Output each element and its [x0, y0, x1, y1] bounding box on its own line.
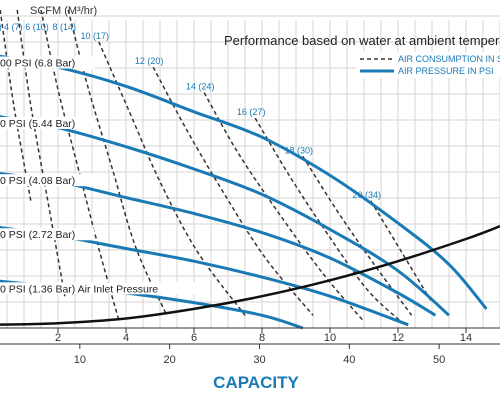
air-consumption-label: 16 (27)	[237, 107, 266, 117]
air-consumption-line	[16, 9, 66, 297]
npsh-layer	[0, 225, 500, 326]
x-tick-label: 10	[324, 332, 336, 344]
axis-layer: 2 4 6 8 10 12 14 10 20 30 40 50	[0, 327, 500, 366]
air-consumption-line	[203, 92, 365, 323]
pressure-curve	[0, 54, 488, 310]
x-tick-label: 2	[55, 332, 61, 344]
pressure-label-background	[0, 174, 95, 187]
pressure-curve	[0, 115, 450, 317]
air-consumption-label: 8 (14)	[52, 22, 76, 32]
air-consumption-label: 14 (24)	[186, 82, 215, 92]
x-tick-label: 6	[191, 332, 197, 344]
air-consumption-line	[370, 200, 433, 303]
pressure-curve-label: 00 PSI (6.8 Bar)	[0, 58, 75, 70]
x-tick-label: 12	[392, 332, 404, 344]
pressure-label-background	[0, 116, 95, 129]
x-secondary-tick-label: 30	[253, 354, 265, 366]
grid-layer	[0, 15, 500, 329]
x-axis-title: CAPACITY	[213, 373, 299, 392]
air-consumption-label: 18 (30)	[285, 145, 314, 155]
air-consumption-line	[152, 66, 314, 316]
secondary-axis-label: SCFM (M³/hr)	[30, 5, 97, 17]
air-consumption-label: (4)	[0, 22, 2, 32]
air-consumption-label: 20 (34)	[353, 190, 382, 200]
pressure-label-background	[0, 56, 95, 69]
x-secondary-tick-label: 20	[164, 354, 176, 366]
legend: AIR CONSUMPTION IN SC AIR PRESSURE IN PS…	[356, 52, 500, 78]
air-consumption-line	[254, 117, 406, 326]
pressure-curve-label: 0 PSI (4.08 Bar)	[0, 175, 75, 187]
air-consumption-line	[98, 41, 246, 316]
legend-psi-label: AIR PRESSURE IN PSI	[398, 66, 494, 76]
pressure-curve-label: 0 PSI (5.44 Bar)	[0, 118, 75, 130]
legend-air-label: AIR CONSUMPTION IN SC	[398, 54, 500, 64]
pressure-label-background	[0, 228, 95, 241]
pressure-curve-label: 0 PSI (1.36 Bar) Air Inlet Pressure	[0, 283, 158, 295]
pressure-label-background	[0, 282, 207, 295]
air-consumption-label: 12 (20)	[135, 56, 164, 66]
pressure-curve-label: 0 PSI (2.72 Bar)	[0, 229, 75, 241]
x-secondary-tick-label: 40	[343, 354, 355, 366]
air-consumption-label: 10 (17)	[81, 31, 110, 41]
air-consumption-label: 6 (10)	[25, 22, 49, 32]
x-tick-label: 8	[259, 332, 265, 344]
label-layer: (4)4 (7)6 (10)8 (14) 10 (17) 12 (20) 14 (24…	[0, 22, 381, 295]
legend-background	[356, 52, 500, 78]
x-tick-label: 14	[460, 332, 472, 344]
npsh-curve	[0, 225, 500, 326]
x-secondary-tick-label: 50	[433, 354, 445, 366]
air-consumption-line	[67, 9, 168, 316]
chart-title: Performance based on water at ambient te…	[224, 33, 500, 48]
x-tick-label: 4	[123, 332, 129, 344]
x-secondary-tick-label: 10	[74, 354, 86, 366]
air-consumption-label: 4 (7)	[4, 22, 23, 32]
